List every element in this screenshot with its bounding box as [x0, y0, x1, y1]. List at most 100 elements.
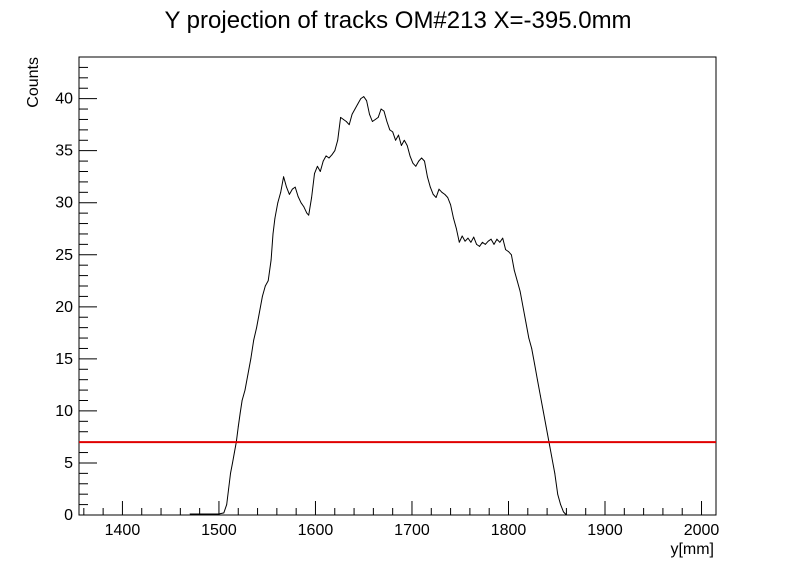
data-point — [343, 119, 344, 120]
data-point — [473, 236, 475, 238]
data-point — [429, 186, 431, 188]
data-point — [340, 116, 341, 118]
data-point — [412, 162, 414, 164]
data-point — [458, 241, 460, 243]
x-tick-label: 1700 — [394, 522, 430, 539]
data-point — [508, 251, 509, 253]
data-point — [272, 233, 274, 235]
data-point — [435, 197, 437, 198]
data-point — [499, 241, 501, 243]
data-point — [369, 113, 370, 115]
data-point — [476, 243, 478, 245]
x-tick-label: 2000 — [684, 522, 720, 539]
data-point — [261, 296, 263, 297]
chart-title: Y projection of tracks OM#213 X=-395.0mm — [164, 7, 631, 34]
plot-frame — [78, 56, 717, 516]
data-point — [444, 194, 446, 195]
data-point — [441, 191, 443, 193]
y-tick-label: 25 — [55, 247, 73, 264]
data-point — [464, 240, 466, 242]
data-point — [496, 238, 498, 240]
data-point — [294, 186, 296, 188]
data-point — [228, 488, 229, 490]
data-point — [484, 243, 486, 245]
counts-series-line — [190, 96, 567, 516]
data-point — [424, 160, 425, 162]
data-point — [400, 145, 402, 146]
data-point — [505, 249, 506, 250]
data-point — [432, 194, 434, 195]
data-point — [372, 121, 373, 122]
data-point — [237, 426, 239, 427]
data-point — [450, 204, 451, 206]
data-point — [297, 196, 299, 197]
data-point — [534, 363, 535, 365]
data-point — [502, 237, 504, 239]
data-point — [232, 462, 233, 464]
data-point — [406, 145, 408, 146]
data-point — [316, 165, 318, 167]
data-point — [283, 176, 285, 178]
data-point — [223, 512, 225, 514]
data-point — [557, 493, 559, 495]
data-point — [325, 155, 327, 157]
data-point — [421, 157, 423, 159]
data-point — [528, 337, 530, 339]
data-point — [542, 410, 544, 412]
data-point — [291, 188, 293, 190]
data-point — [322, 160, 324, 162]
y-tick-label: 10 — [55, 403, 73, 420]
data-point — [427, 176, 428, 178]
data-point — [247, 374, 249, 375]
data-point — [345, 121, 347, 122]
y-tick-label: 20 — [55, 299, 73, 316]
data-point — [415, 165, 417, 167]
data-point — [409, 155, 411, 157]
data-point — [383, 110, 385, 112]
data-point — [351, 113, 353, 115]
data-point — [487, 240, 489, 242]
data-point — [250, 358, 252, 360]
data-point — [253, 339, 255, 341]
data-point — [377, 116, 379, 118]
y-tick-label: 0 — [64, 507, 73, 524]
data-point — [270, 259, 272, 261]
data-point — [380, 108, 382, 110]
series-points — [189, 96, 567, 516]
y-tick-label: 30 — [55, 195, 73, 212]
data-point — [467, 237, 469, 239]
data-point — [241, 400, 243, 401]
data-point — [286, 186, 287, 188]
data-point — [403, 139, 405, 141]
data-point — [545, 426, 547, 427]
data-point — [513, 269, 515, 271]
data-point — [531, 348, 533, 349]
data-point — [438, 188, 440, 190]
data-point — [418, 160, 420, 162]
data-point — [493, 243, 495, 245]
data-point — [306, 212, 308, 214]
axis-tick-labels: 1400 1500 1600 1700 1800 1900 2000 0 5 10 15 20 25 30… — [55, 91, 719, 539]
data-point — [226, 504, 228, 505]
data-point — [218, 513, 220, 515]
data-point — [470, 241, 472, 243]
data-point — [539, 394, 541, 396]
x-tick-label: 1800 — [491, 522, 527, 539]
data-point — [510, 254, 512, 256]
data-point — [289, 194, 290, 195]
data-point — [239, 412, 241, 414]
axis-ticks — [79, 56, 703, 516]
y-tick-label: 5 — [64, 455, 73, 472]
data-point — [551, 457, 553, 459]
data-point — [244, 389, 246, 391]
data-point — [314, 173, 315, 174]
data-point — [453, 217, 454, 219]
data-point — [357, 103, 359, 105]
x-tick-label: 1500 — [201, 522, 237, 539]
y-tick-label: 40 — [55, 91, 73, 108]
y-tick-label: 35 — [55, 143, 73, 160]
data-point — [354, 108, 356, 110]
data-point — [300, 202, 302, 204]
x-tick-label: 1900 — [587, 522, 623, 539]
